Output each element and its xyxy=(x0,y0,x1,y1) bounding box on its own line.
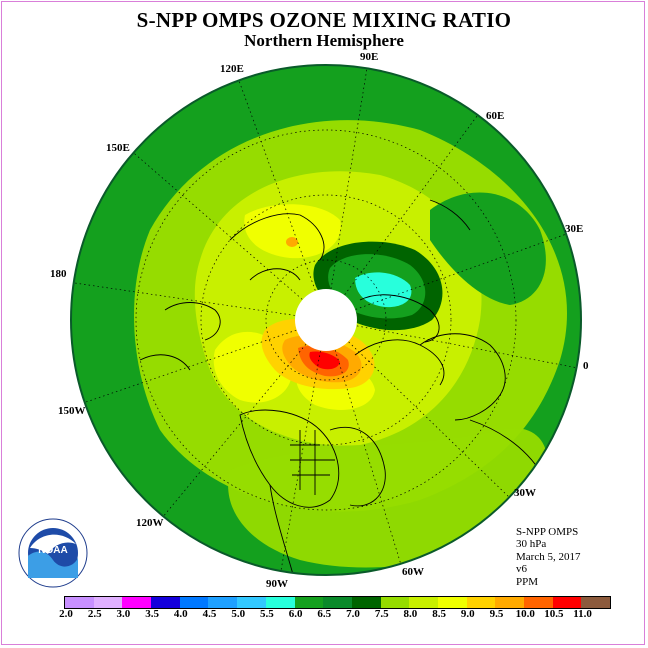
colorbar-tick-label: 10.5 xyxy=(544,608,564,620)
lon-label-150w: 150W xyxy=(58,405,86,417)
colorbar-swatch xyxy=(237,597,266,608)
colorbar-tick-label: 6.5 xyxy=(317,608,332,620)
field-10.5 xyxy=(309,351,340,370)
colorbar-tick-label: 3.5 xyxy=(145,608,159,620)
colorbar-tick-label: 6.0 xyxy=(288,608,303,620)
lon-label-30w: 30W xyxy=(514,487,536,499)
colorbar-tick-label: 8.5 xyxy=(432,608,446,620)
colorbar-swatch xyxy=(93,597,123,608)
lon-label-60e: 60E xyxy=(486,110,505,122)
colorbar-tick-label: 9.5 xyxy=(489,608,504,620)
colorbar-swatch xyxy=(524,597,553,608)
ozone-field xyxy=(71,65,581,575)
field-8.5-a xyxy=(244,204,341,259)
lon-label-120e: 120E xyxy=(220,63,244,75)
colorbar-tick-label: 9.0 xyxy=(460,608,475,620)
colorbar-swatch xyxy=(351,597,381,608)
colorbar-tick-label: 5.5 xyxy=(260,608,274,620)
colorbar-swatch xyxy=(323,597,352,608)
colorbar-swatch xyxy=(380,597,410,608)
colorbar-tick-label: 7.5 xyxy=(374,608,389,620)
colorbar-swatch xyxy=(581,597,611,608)
colorbar-tick-label: 4.0 xyxy=(173,608,188,620)
colorbar-swatch xyxy=(409,597,438,608)
colorbar-swatch xyxy=(151,597,180,608)
map-subtitle: Northern Hemisphere xyxy=(244,31,404,50)
colorbar-swatch xyxy=(179,597,209,608)
colorbar-swatch xyxy=(265,597,295,608)
info-date: March 5, 2017 xyxy=(516,550,581,563)
colorbar-swatch xyxy=(495,597,524,608)
colorbar xyxy=(64,596,612,609)
lon-label-150e: 150E xyxy=(106,142,130,154)
map-title: S-NPP OMPS OZONE MIXING RATIO xyxy=(136,8,512,32)
graticule xyxy=(71,65,579,575)
info-block: S-NPP OMPS 30 hPa March 5, 2017 v6 PPM xyxy=(516,526,580,588)
colorbar-tick-label: 7.0 xyxy=(346,608,360,620)
field-5.5-vortex xyxy=(355,272,412,308)
colorbar-tick-label: 2.0 xyxy=(59,608,73,620)
colorbar-tick-label: 2.5 xyxy=(87,608,102,620)
lon-label-90w: 90W xyxy=(266,578,288,590)
colorbar-tick-label: 11.0 xyxy=(573,608,592,620)
lon-label-0: 0 xyxy=(583,360,589,372)
field-9.5-spot xyxy=(286,237,298,247)
polar-no-data xyxy=(295,289,357,351)
colorbar-tick-label: 8.0 xyxy=(403,608,418,620)
lon-label-180: 180 xyxy=(50,268,67,280)
noaa-logo: NOAA xyxy=(18,518,88,588)
colorbar-tick-label: 3.0 xyxy=(116,608,131,620)
colorbar-swatch xyxy=(466,597,496,608)
info-version: v6 xyxy=(516,563,527,576)
colorbar-swatch xyxy=(208,597,238,608)
colorbar-tick-label: 4.5 xyxy=(202,608,217,620)
colorbar-tick-label: 5.0 xyxy=(231,608,246,620)
colorbar-swatch xyxy=(122,597,152,608)
colorbar-swatch xyxy=(294,597,324,608)
svg-text:NOAA: NOAA xyxy=(38,545,67,556)
info-pressure: 30 hPa xyxy=(516,538,547,551)
field-6.0-east xyxy=(430,192,546,305)
lon-label-120w: 120W xyxy=(136,517,164,529)
colorbar-swatch xyxy=(437,597,467,608)
lon-label-30e: 30E xyxy=(565,223,584,235)
info-instrument: S-NPP OMPS xyxy=(516,526,579,538)
info-units: PPM xyxy=(516,575,539,588)
map-border xyxy=(70,64,582,576)
colorbar-swatch xyxy=(65,597,94,608)
colorbar-swatch xyxy=(552,597,582,608)
colorbar-tick-label: 10.0 xyxy=(515,608,535,620)
lon-label-60w: 60W xyxy=(402,566,424,578)
lon-label-90e: 90E xyxy=(360,51,379,63)
